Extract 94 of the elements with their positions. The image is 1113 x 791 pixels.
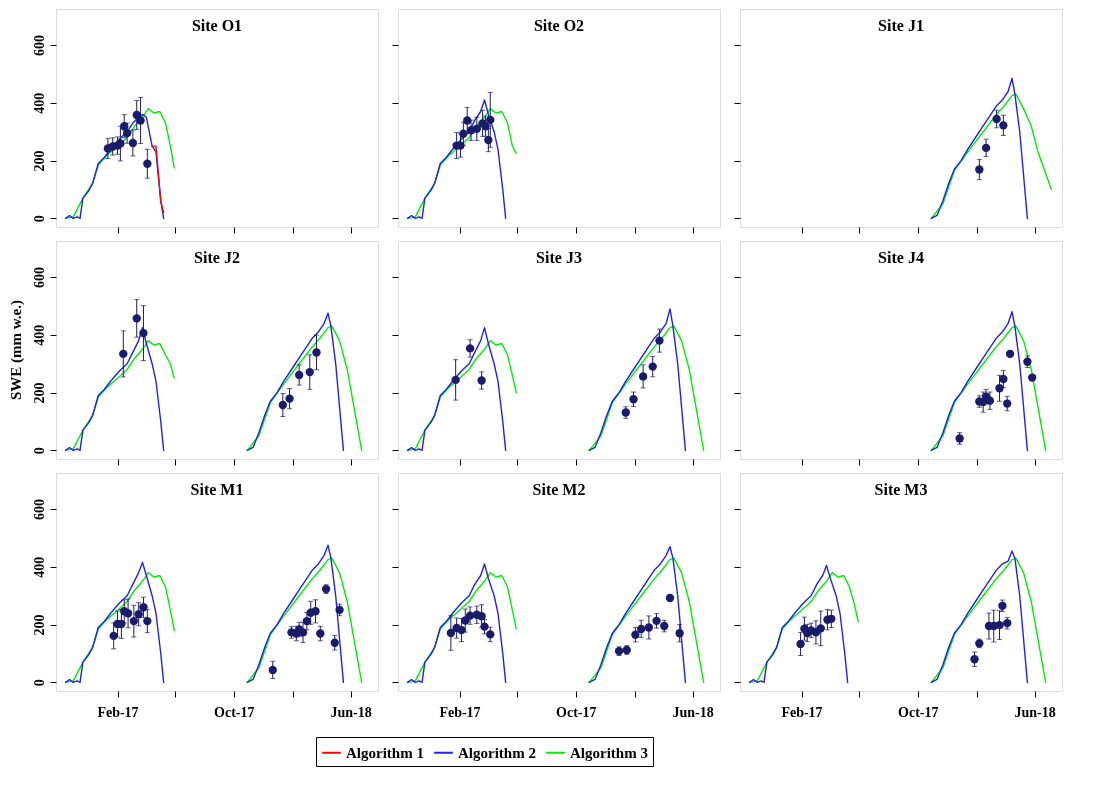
chart-title: Site J2 (194, 249, 240, 266)
point (1003, 399, 1012, 408)
point (970, 655, 979, 664)
y-tick-label: 400 (31, 556, 47, 578)
point (796, 639, 805, 649)
point (975, 165, 984, 174)
point (302, 616, 312, 626)
y-tick-label: 200 (31, 614, 47, 636)
chart-title: Site J3 (536, 249, 582, 266)
y-tick-label: 200 (31, 382, 47, 404)
y-tick-label: 400 (31, 324, 47, 346)
y-axis-title: SWE (mm w.e.) (8, 300, 25, 400)
point (631, 630, 640, 639)
point (136, 116, 145, 125)
point (486, 115, 495, 125)
x-tick-label: Feb-17 (439, 704, 481, 720)
x-tick-label: Jun-18 (1014, 704, 1056, 720)
point (480, 622, 489, 631)
point (472, 124, 481, 133)
chart-title: Site M3 (874, 481, 928, 498)
point (451, 375, 460, 385)
legend-label: Algorithm 2 (458, 744, 536, 761)
chart-title: Site O2 (533, 17, 585, 34)
x-tick-label: Jun-18 (672, 704, 714, 720)
point (139, 328, 148, 338)
point (675, 629, 684, 638)
point (459, 129, 468, 138)
point (119, 349, 128, 359)
x-tick-label: Feb-17 (97, 704, 139, 720)
point (477, 612, 486, 621)
point (465, 611, 475, 620)
legend-label: Algorithm 3 (570, 744, 648, 761)
point (648, 362, 657, 371)
point (652, 616, 661, 626)
point (995, 384, 1004, 393)
point (268, 665, 277, 675)
point (330, 638, 339, 647)
point (120, 122, 129, 131)
point (995, 620, 1004, 630)
chart-title: Site M2 (532, 481, 586, 498)
point (827, 614, 836, 623)
point (655, 336, 664, 345)
chart-title: Site M1 (190, 481, 244, 498)
point (143, 616, 152, 626)
y-tick-label: 0 (31, 679, 47, 687)
point (637, 624, 646, 634)
point (477, 376, 486, 385)
x-tick-label: Feb-17 (781, 704, 823, 720)
chart-title: Site J1 (878, 17, 924, 34)
x-tick-label: Oct-17 (556, 704, 597, 720)
point (109, 631, 118, 641)
point (446, 628, 456, 638)
point (316, 629, 325, 638)
point (992, 114, 1001, 124)
point (465, 344, 475, 353)
legend-label: Algorithm 1 (346, 744, 424, 761)
point (999, 374, 1008, 384)
y-tick-label: 400 (31, 92, 47, 114)
point (463, 116, 472, 125)
chart-title: Site J4 (878, 249, 924, 266)
point (311, 607, 320, 616)
point (132, 314, 141, 323)
point (305, 367, 314, 377)
point (816, 624, 825, 633)
point (128, 138, 138, 148)
point (295, 370, 304, 380)
point (484, 135, 493, 145)
point (644, 623, 654, 632)
y-tick-label: 600 (31, 35, 47, 57)
y-tick-label: 0 (31, 215, 47, 223)
point (981, 143, 991, 153)
point (143, 159, 152, 168)
point (123, 609, 133, 618)
chart-title: Site O1 (191, 17, 243, 34)
x-tick-label: Oct-17 (214, 704, 255, 720)
y-tick-label: 600 (31, 267, 47, 289)
point (129, 616, 139, 626)
point (998, 601, 1007, 610)
point (638, 372, 648, 381)
y-tick-label: 600 (31, 499, 47, 521)
point (312, 348, 321, 357)
point (139, 603, 148, 612)
point (629, 395, 638, 404)
y-tick-label: 200 (31, 150, 47, 172)
point (486, 630, 495, 639)
point (457, 625, 466, 635)
point (278, 400, 288, 410)
point (999, 121, 1008, 130)
point (134, 610, 143, 619)
x-tick-label: Oct-17 (898, 704, 939, 720)
point (122, 128, 132, 138)
point (285, 394, 294, 403)
y-tick-label: 0 (31, 447, 47, 455)
x-tick-label: Jun-18 (330, 704, 372, 720)
